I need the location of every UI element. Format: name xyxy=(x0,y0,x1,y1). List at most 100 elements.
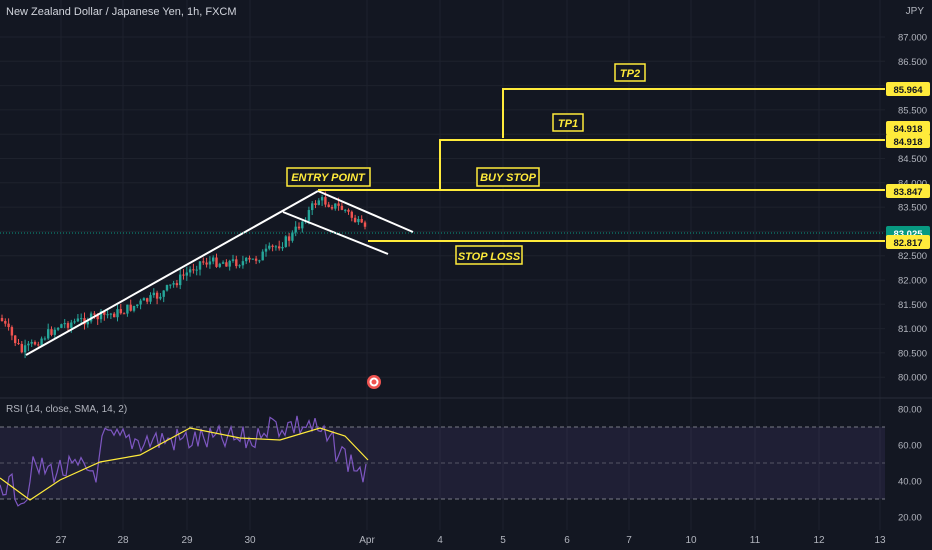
candle-body xyxy=(258,260,261,262)
candle-body xyxy=(40,338,43,346)
candle-body xyxy=(109,313,113,315)
candle-body xyxy=(195,269,198,271)
price-tick-label: 80.500 xyxy=(898,348,927,359)
price-tick-label: 83.500 xyxy=(898,203,927,214)
candlestick-series xyxy=(0,191,367,359)
trend-lines[interactable] xyxy=(25,190,414,356)
candle-body xyxy=(307,210,311,221)
candle-body xyxy=(37,344,40,346)
candle-body xyxy=(80,318,83,320)
candle-body xyxy=(228,260,231,267)
candle-body xyxy=(169,284,172,286)
symbol-title[interactable]: New Zealand Dollar / Japanese Yen, 1h, F… xyxy=(6,6,237,18)
candle-body xyxy=(317,200,320,205)
candle-body xyxy=(320,197,324,201)
time-tick-label: 28 xyxy=(117,535,129,546)
candle-body xyxy=(231,259,235,261)
candle-body xyxy=(113,313,116,318)
candle-body xyxy=(353,217,357,223)
tp1-label[interactable]: TP1 xyxy=(552,113,584,132)
candle-body xyxy=(126,304,129,314)
flag-upper-line[interactable] xyxy=(317,190,414,233)
rsi-tick-label: 60.00 xyxy=(898,441,922,452)
candle-body xyxy=(30,341,33,344)
candle-body xyxy=(198,261,202,270)
tp2-price-badge: 85.964 xyxy=(886,82,930,96)
time-tick-label: 5 xyxy=(500,535,506,546)
candle-body xyxy=(287,236,291,241)
candle-body xyxy=(314,203,317,205)
rsi-indicator-label[interactable]: RSI (14, close, SMA, 14, 2) xyxy=(6,404,128,415)
time-tick-label: 10 xyxy=(685,535,697,546)
time-tick-label: 29 xyxy=(181,535,193,546)
candle-body xyxy=(202,261,205,263)
stop-loss-label[interactable]: STOP LOSS xyxy=(455,245,523,265)
candle-body xyxy=(152,292,155,296)
candle-body xyxy=(274,246,278,248)
currency-label[interactable]: JPY xyxy=(905,6,924,17)
candle-body xyxy=(215,257,218,267)
tp1-line[interactable] xyxy=(439,139,885,190)
candle-body xyxy=(136,304,139,306)
candle-body xyxy=(155,292,159,299)
candle-body xyxy=(33,341,37,345)
candle-body xyxy=(116,309,119,318)
candle-body xyxy=(53,329,56,335)
entry-point-label[interactable]: ENTRY POINT xyxy=(286,167,371,187)
rsi-ma-line xyxy=(0,427,369,501)
annotation-labels[interactable]: TP2 TP1 ENTRY POINT BUY STOP STOP LOSS xyxy=(286,63,646,265)
buy-stop-price-badge: 83.847 xyxy=(886,184,930,198)
candle-body xyxy=(14,335,17,344)
rsi-tick-label: 40.00 xyxy=(898,477,922,488)
candle-body xyxy=(212,257,215,262)
candle-body xyxy=(218,263,221,267)
candle-body xyxy=(261,251,264,261)
candle-body xyxy=(132,305,136,311)
tp2-label-text: TP2 xyxy=(620,68,640,80)
candle-body xyxy=(340,205,344,210)
candle-body xyxy=(188,269,192,273)
price-badges: 85.964 84.918 84.918 83.847 83.025 82.81… xyxy=(886,82,930,249)
rsi-axis[interactable]: 80.00 60.00 40.00 20.00 xyxy=(898,405,922,524)
candle-body xyxy=(93,313,96,315)
candle-body xyxy=(297,226,301,229)
record-marker-icon[interactable] xyxy=(367,375,381,389)
candle-body xyxy=(119,309,122,314)
price-tick-label: 85.500 xyxy=(898,105,927,116)
tp1-price-text-a: 84.918 xyxy=(893,124,922,135)
candle-body xyxy=(172,283,175,285)
time-axis[interactable]: 27 28 29 30 Apr 4 5 6 7 10 11 12 13 xyxy=(55,535,886,546)
buy-stop-label[interactable]: BUY STOP xyxy=(476,167,540,187)
tp2-line[interactable] xyxy=(502,88,885,138)
candle-body xyxy=(47,329,50,339)
candle-body xyxy=(245,257,248,262)
level-lines[interactable] xyxy=(318,88,885,242)
candle-body xyxy=(225,262,228,267)
candle-body xyxy=(139,300,142,305)
rising-trendline[interactable] xyxy=(25,190,319,356)
stop-loss-price-badge: 82.817 xyxy=(886,235,930,249)
candle-body xyxy=(4,320,7,324)
candle-body xyxy=(192,269,195,271)
candle-body xyxy=(182,274,185,276)
time-tick-label: 13 xyxy=(874,535,886,546)
rsi-pane[interactable] xyxy=(0,415,885,507)
candle-body xyxy=(205,262,208,265)
rsi-tick-label: 80.00 xyxy=(898,405,922,416)
rsi-line xyxy=(0,415,367,507)
candle-body xyxy=(146,298,149,302)
candle-body xyxy=(208,261,212,265)
candle-body xyxy=(56,327,60,330)
current-price-text: 83.025 xyxy=(893,229,923,240)
candle-body xyxy=(327,204,330,207)
candle-body xyxy=(185,272,188,276)
candle-body xyxy=(324,197,327,205)
tp2-label[interactable]: TP2 xyxy=(614,63,646,82)
candle-body xyxy=(179,274,182,286)
tp2-price-text: 85.964 xyxy=(893,85,923,96)
candle-body xyxy=(96,314,99,320)
flag-lower-line[interactable] xyxy=(282,211,389,255)
candle-body xyxy=(129,304,132,311)
candle-body xyxy=(43,338,47,340)
